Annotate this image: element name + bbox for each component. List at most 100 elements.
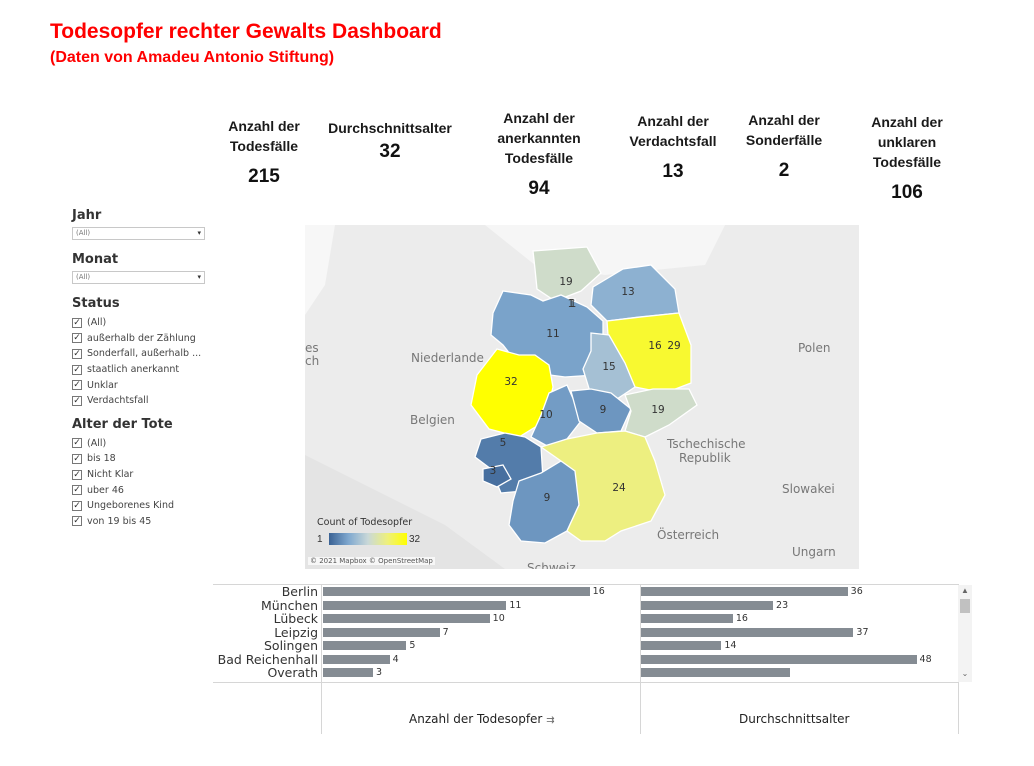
monat-dropdown[interactable]: (All) ▾ [72,271,205,284]
state-count-label: 11 [546,328,559,340]
bar-row[interactable]: Bad Reichenhall 4 48 [213,653,958,667]
kpi-suspected-cases: Anzahl der Verdachtsfall 13 [618,111,728,183]
monat-dropdown-value: (All) [76,273,91,281]
bar-value-label: 11 [509,599,522,611]
filter-title-status: Status [72,296,120,311]
bar-mark[interactable] [641,641,722,650]
bar-mark[interactable] [323,587,590,596]
bar-mark[interactable] [323,668,373,677]
scroll-down-arrow-icon[interactable]: ⌄ [961,669,969,678]
state-region-saarland[interactable] [482,464,512,488]
jahr-dropdown[interactable]: (All) ▾ [72,227,205,240]
germany-choropleth-map[interactable]: 19 1 1 13 11 16 29 15 32 10 9 19 5 3 9 24 Niederlande B… [305,225,859,569]
state-region-nordrhein-westfalen[interactable] [470,348,554,438]
bar-mark[interactable] [323,600,507,610]
status-checkbox-sonderfall[interactable]: ✓ Sonderfall, außerhalb ... [72,346,212,362]
kpi-label: Anzahl der anerkannten Todesfälle [497,110,581,166]
alter-checkbox-bis18[interactable]: ✓ bis 18 [72,451,212,467]
bar-value-label: 23 [776,599,789,611]
checkbox-label: außerhalb der Zählung [87,332,196,344]
sort-icon[interactable]: ⇉ [546,715,555,726]
alter-checkbox-19-45[interactable]: ✓ von 19 bis 45 [72,514,212,530]
alter-checkbox-all[interactable]: ✓ (All) [72,436,212,452]
state-count-label: 24 [612,482,626,494]
sea-area [305,225,335,315]
alter-checkbox-ungeboren[interactable]: ✓ Ungeborenes Kind [72,498,212,514]
bar-mark[interactable] [323,627,440,637]
city-bar-charts: Berlin 16 36 München 11 23 Lübeck 10 16 Leipzig 7 3… [213,584,973,734]
bar-category-label: München [260,597,318,613]
chart-divider [213,682,958,683]
alter-checkbox-uber46[interactable]: ✓ uber 46 [72,482,212,498]
dropdown-arrow-icon: ▾ [197,229,201,237]
scroll-up-arrow-icon[interactable]: ▲ [961,586,969,595]
map-label-osterreich: Österreich [657,528,720,542]
status-checkbox-ausserhalb[interactable]: ✓ außerhalb der Zählung [72,331,212,347]
bar-mark[interactable] [641,668,790,677]
bar-value-label: 16 [735,613,748,624]
bar-category-label: Lübeck [273,611,318,626]
filter-title-monat: Monat [72,252,119,267]
alter-checkbox-nicht-klar[interactable]: ✓ Nicht Klar [72,467,212,483]
checkbox-label: Nicht Klar [87,469,134,481]
state-region-schleswig-holstein[interactable] [532,246,602,302]
bar-value-label: 16 [592,586,605,597]
state-count-label: 32 [504,376,517,388]
state-region-bayern[interactable] [539,430,666,542]
bar-mark[interactable] [641,654,917,664]
kpi-special-cases: Anzahl der Sonderfälle 2 [735,110,833,182]
axis-title-count[interactable]: Anzahl der Todesopfer ⇉ [409,712,555,726]
bar-mark[interactable] [323,614,490,623]
bar-mark[interactable] [641,600,774,610]
checkbox-label: (All) [87,317,107,329]
kpi-value: 106 [891,182,923,203]
kpi-value: 13 [662,161,684,182]
bar-row[interactable]: Overath 3 [213,666,958,680]
state-count-label: 16 [648,340,662,352]
map-attribution: © 2021 Mapbox © OpenStreetMap [308,557,435,565]
bar-mark[interactable] [323,654,390,664]
bar-value-label: 4 [392,653,399,665]
status-checkbox-verdachtsfall[interactable]: ✓ Verdachtsfall [72,393,212,409]
map-legend-max: 32 [409,534,421,545]
bar-mark[interactable] [323,641,407,650]
status-checkbox-anerkannt[interactable]: ✓ staatlich anerkannt [72,362,212,378]
bar-mark[interactable] [641,614,733,623]
state-count-label: 1 [570,298,577,310]
kpi-value: 215 [248,166,280,187]
status-checkbox-all[interactable]: ✓ (All) [72,315,212,331]
state-region-sachsen[interactable] [624,388,698,438]
state-region-th-ringen[interactable] [570,388,632,434]
bar-category-label: Solingen [264,638,318,653]
bar-value-label: 36 [850,586,863,597]
chart-divider [640,584,641,734]
checkbox-icon: ✓ [72,395,82,406]
checkbox-icon: ✓ [72,317,82,328]
bar-row[interactable]: Lübeck 10 16 [213,612,958,626]
kpi-recognized-deaths: Anzahl der anerkannten Todesfälle 94 [486,108,592,200]
bar-mark[interactable] [641,627,854,637]
bar-chart-scrollbar[interactable]: ▲ ⌄ [958,585,972,682]
bar-row[interactable]: Leipzig 7 37 [213,626,958,640]
bar-value-label: 3 [376,667,383,678]
bar-mark[interactable] [641,587,848,596]
kpi-value: 2 [778,160,790,181]
bar-category-label: Bad Reichenhall [217,651,318,667]
kpi-label: Anzahl der unklaren Todesfälle [871,114,943,170]
dropdown-arrow-icon: ▾ [197,273,201,281]
kpi-unclear-deaths: Anzahl der unklaren Todesfälle 106 [857,112,957,204]
kpi-label: Anzahl der Verdachtsfall [629,113,717,149]
state-count-label: 19 [651,404,664,416]
status-checkbox-unklar[interactable]: ✓ Unklar [72,377,212,393]
bar-row[interactable]: Berlin 16 36 [213,585,958,599]
bar-row[interactable]: Solingen 5 14 [213,639,958,653]
bar-row[interactable]: München 11 23 [213,599,958,613]
filter-title-jahr: Jahr [72,208,102,223]
bar-category-label: Overath [267,665,318,680]
bar-value-label: 10 [492,613,505,624]
scroll-thumb[interactable] [960,599,970,613]
bar-value-label: 14 [724,640,737,651]
checkbox-icon: ✓ [72,453,82,464]
checkbox-icon: ✓ [72,438,82,449]
